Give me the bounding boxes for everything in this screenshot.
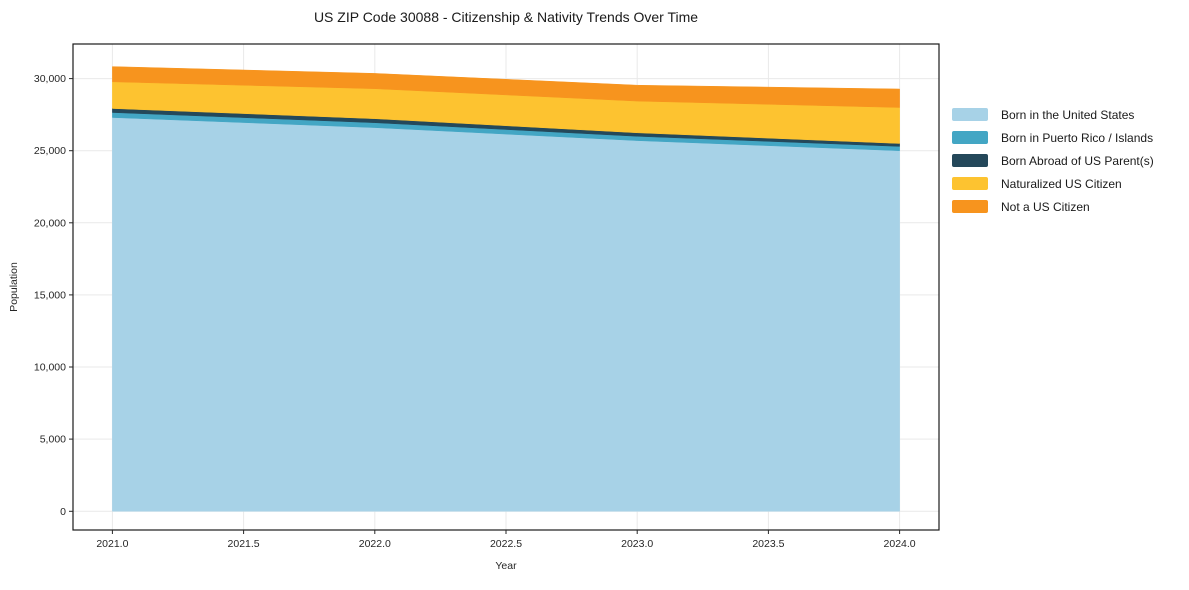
legend-label: Naturalized US Citizen — [1001, 176, 1122, 191]
x-tick-label: 2022.0 — [359, 538, 391, 550]
legend-item: Born Abroad of US Parent(s) — [952, 149, 1154, 172]
x-tick-label: 2024.0 — [884, 538, 916, 550]
tick-marks — [69, 78, 901, 534]
legend-swatch — [952, 200, 988, 213]
legend-swatch — [952, 154, 988, 167]
y-tick-label: 5,000 — [40, 434, 66, 446]
stacked-areas — [112, 66, 900, 512]
legend-item: Born in Puerto Rico / Islands — [952, 126, 1154, 149]
y-tick-label: 30,000 — [34, 73, 66, 85]
tick-labels: 2021.0 2021.5 2022.0 2022.5 2023.0 2023.5 2024… — [34, 73, 916, 550]
legend-label: Born Abroad of US Parent(s) — [1001, 153, 1154, 168]
chart-title: US ZIP Code 30088 - Citizenship & Nativi… — [313, 9, 699, 25]
legend-item: Born in the United States — [952, 103, 1154, 126]
y-tick-label: 0 — [60, 506, 66, 518]
x-axis-label: Year — [495, 560, 517, 572]
y-axis-label: Population — [8, 262, 20, 312]
y-tick-label: 15,000 — [34, 289, 66, 301]
legend: Born in the United States Born in Puerto… — [952, 103, 1154, 218]
area-series — [112, 117, 900, 512]
x-tick-label: 2023.5 — [752, 538, 784, 550]
legend-item: Not a US Citizen — [952, 195, 1154, 218]
area-series — [112, 66, 900, 108]
y-tick-label: 20,000 — [34, 217, 66, 229]
y-tick-label: 10,000 — [34, 362, 66, 374]
x-tick-label: 2022.5 — [490, 538, 522, 550]
legend-item: Naturalized US Citizen — [952, 172, 1154, 195]
y-tick-label: 25,000 — [34, 145, 66, 157]
legend-label: Born in Puerto Rico / Islands — [1001, 130, 1154, 145]
x-tick-label: 2021.5 — [228, 538, 260, 550]
x-tick-label: 2021.0 — [96, 538, 128, 550]
legend-swatch — [952, 177, 988, 190]
legend-label: Born in the United States — [1001, 107, 1135, 122]
x-tick-label: 2023.0 — [621, 538, 653, 550]
legend-label: Not a US Citizen — [1001, 199, 1090, 214]
legend-swatch — [952, 108, 988, 121]
legend-swatch — [952, 131, 988, 144]
